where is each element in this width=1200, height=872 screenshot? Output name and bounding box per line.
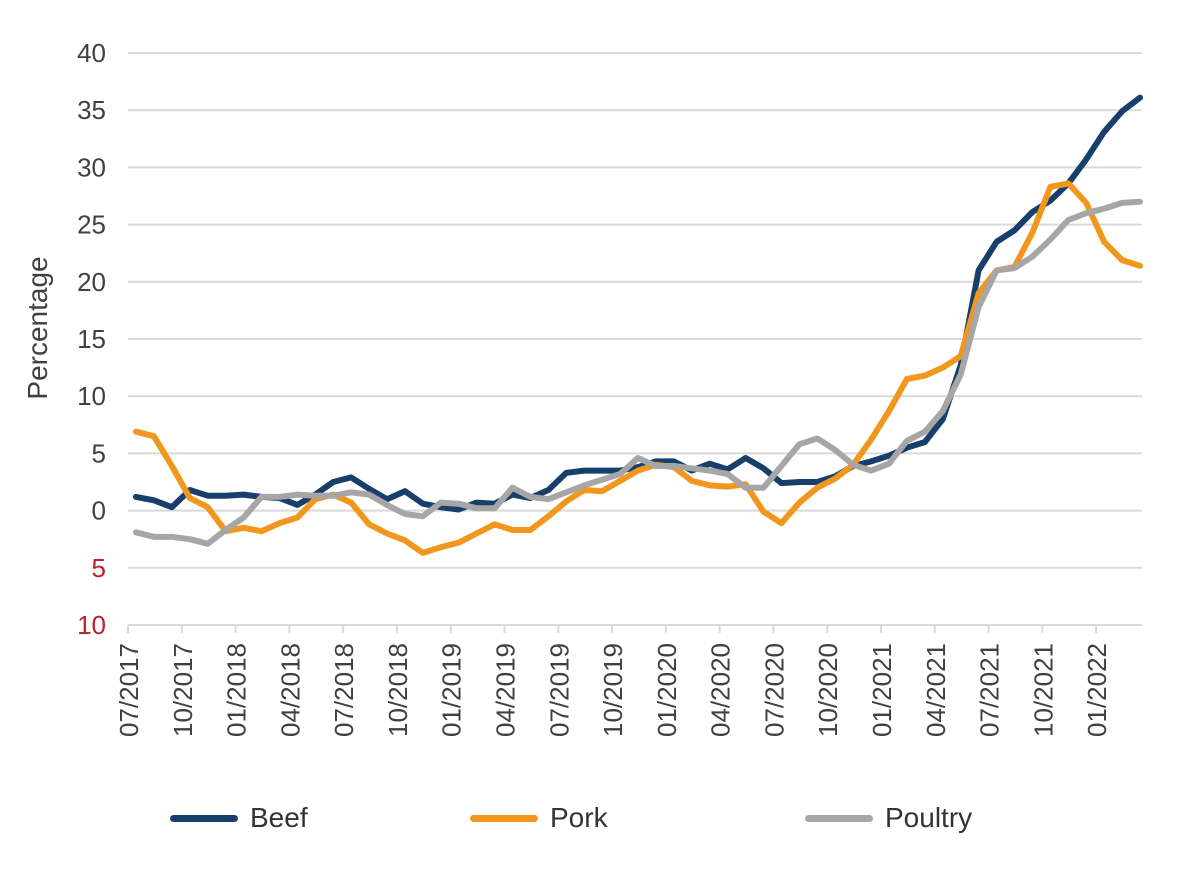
y-tick-label: 25 [77,210,106,240]
legend-item-pork: Pork [470,795,608,841]
x-tick-label: 07/2021 [975,643,1005,737]
x-tick-label: 04/2018 [275,643,305,737]
y-tick-label: 5 [92,438,106,468]
y-tick-label: 0 [92,496,106,526]
y-tick-label: 5 [92,553,106,583]
legend-label-poultry: Poultry [885,802,973,833]
x-tick-label: 07/2017 [114,643,144,737]
legend-label-pork: Pork [550,802,608,833]
x-tick-label: 07/2019 [544,643,574,737]
line-chart: 40 35 30 25 20 15 10 5 0 5 10 07/2017 10/2017 01/201… [22,38,1143,737]
y-axis-label: Percentage [22,256,53,399]
x-axis-ticks: 07/2017 10/2017 01/2018 04/2018 07/2018 10/20… [114,625,1112,737]
x-tick-label: 07/2018 [329,643,359,737]
series-line-pork [133,180,1143,556]
x-tick-label: 07/2020 [759,643,789,737]
x-tick-label: 10/2018 [383,643,413,737]
series-line-poultry [133,198,1143,547]
y-axis-ticks: 40 35 30 25 20 15 10 5 0 5 10 [77,38,106,640]
y-tick-label: 10 [77,381,106,411]
legend-swatch-pork [470,814,538,822]
y-tick-label: 40 [77,38,106,68]
legend: Beef Pork Poultry [0,795,1200,845]
y-tick-label: 15 [77,324,106,354]
legend-swatch-beef [170,814,238,822]
x-tick-label: 10/2019 [598,643,628,737]
y-tick-label: 30 [77,152,106,182]
gridlines [128,52,1142,626]
legend-label-beef: Beef [250,802,308,833]
x-tick-label: 01/2018 [222,643,252,737]
legend-swatch-poultry [805,814,873,822]
legend-item-poultry: Poultry [805,795,972,841]
x-tick-label: 04/2021 [921,643,951,737]
x-tick-label: 10/2017 [168,643,198,737]
x-tick-label: 04/2019 [491,643,521,737]
x-tick-label: 10/2021 [1028,643,1058,737]
x-tick-label: 01/2022 [1082,643,1112,737]
legend-item-beef: Beef [170,795,308,841]
y-tick-label: 10 [77,610,106,640]
y-tick-label: 20 [77,267,106,297]
x-tick-label: 10/2020 [813,643,843,737]
x-tick-label: 01/2020 [652,643,682,737]
x-tick-label: 01/2021 [867,643,897,737]
x-tick-label: 01/2019 [437,643,467,737]
x-tick-label: 04/2020 [706,643,736,737]
series-line-beef [133,94,1143,513]
series-lines [133,94,1143,556]
y-tick-label: 35 [77,95,106,125]
